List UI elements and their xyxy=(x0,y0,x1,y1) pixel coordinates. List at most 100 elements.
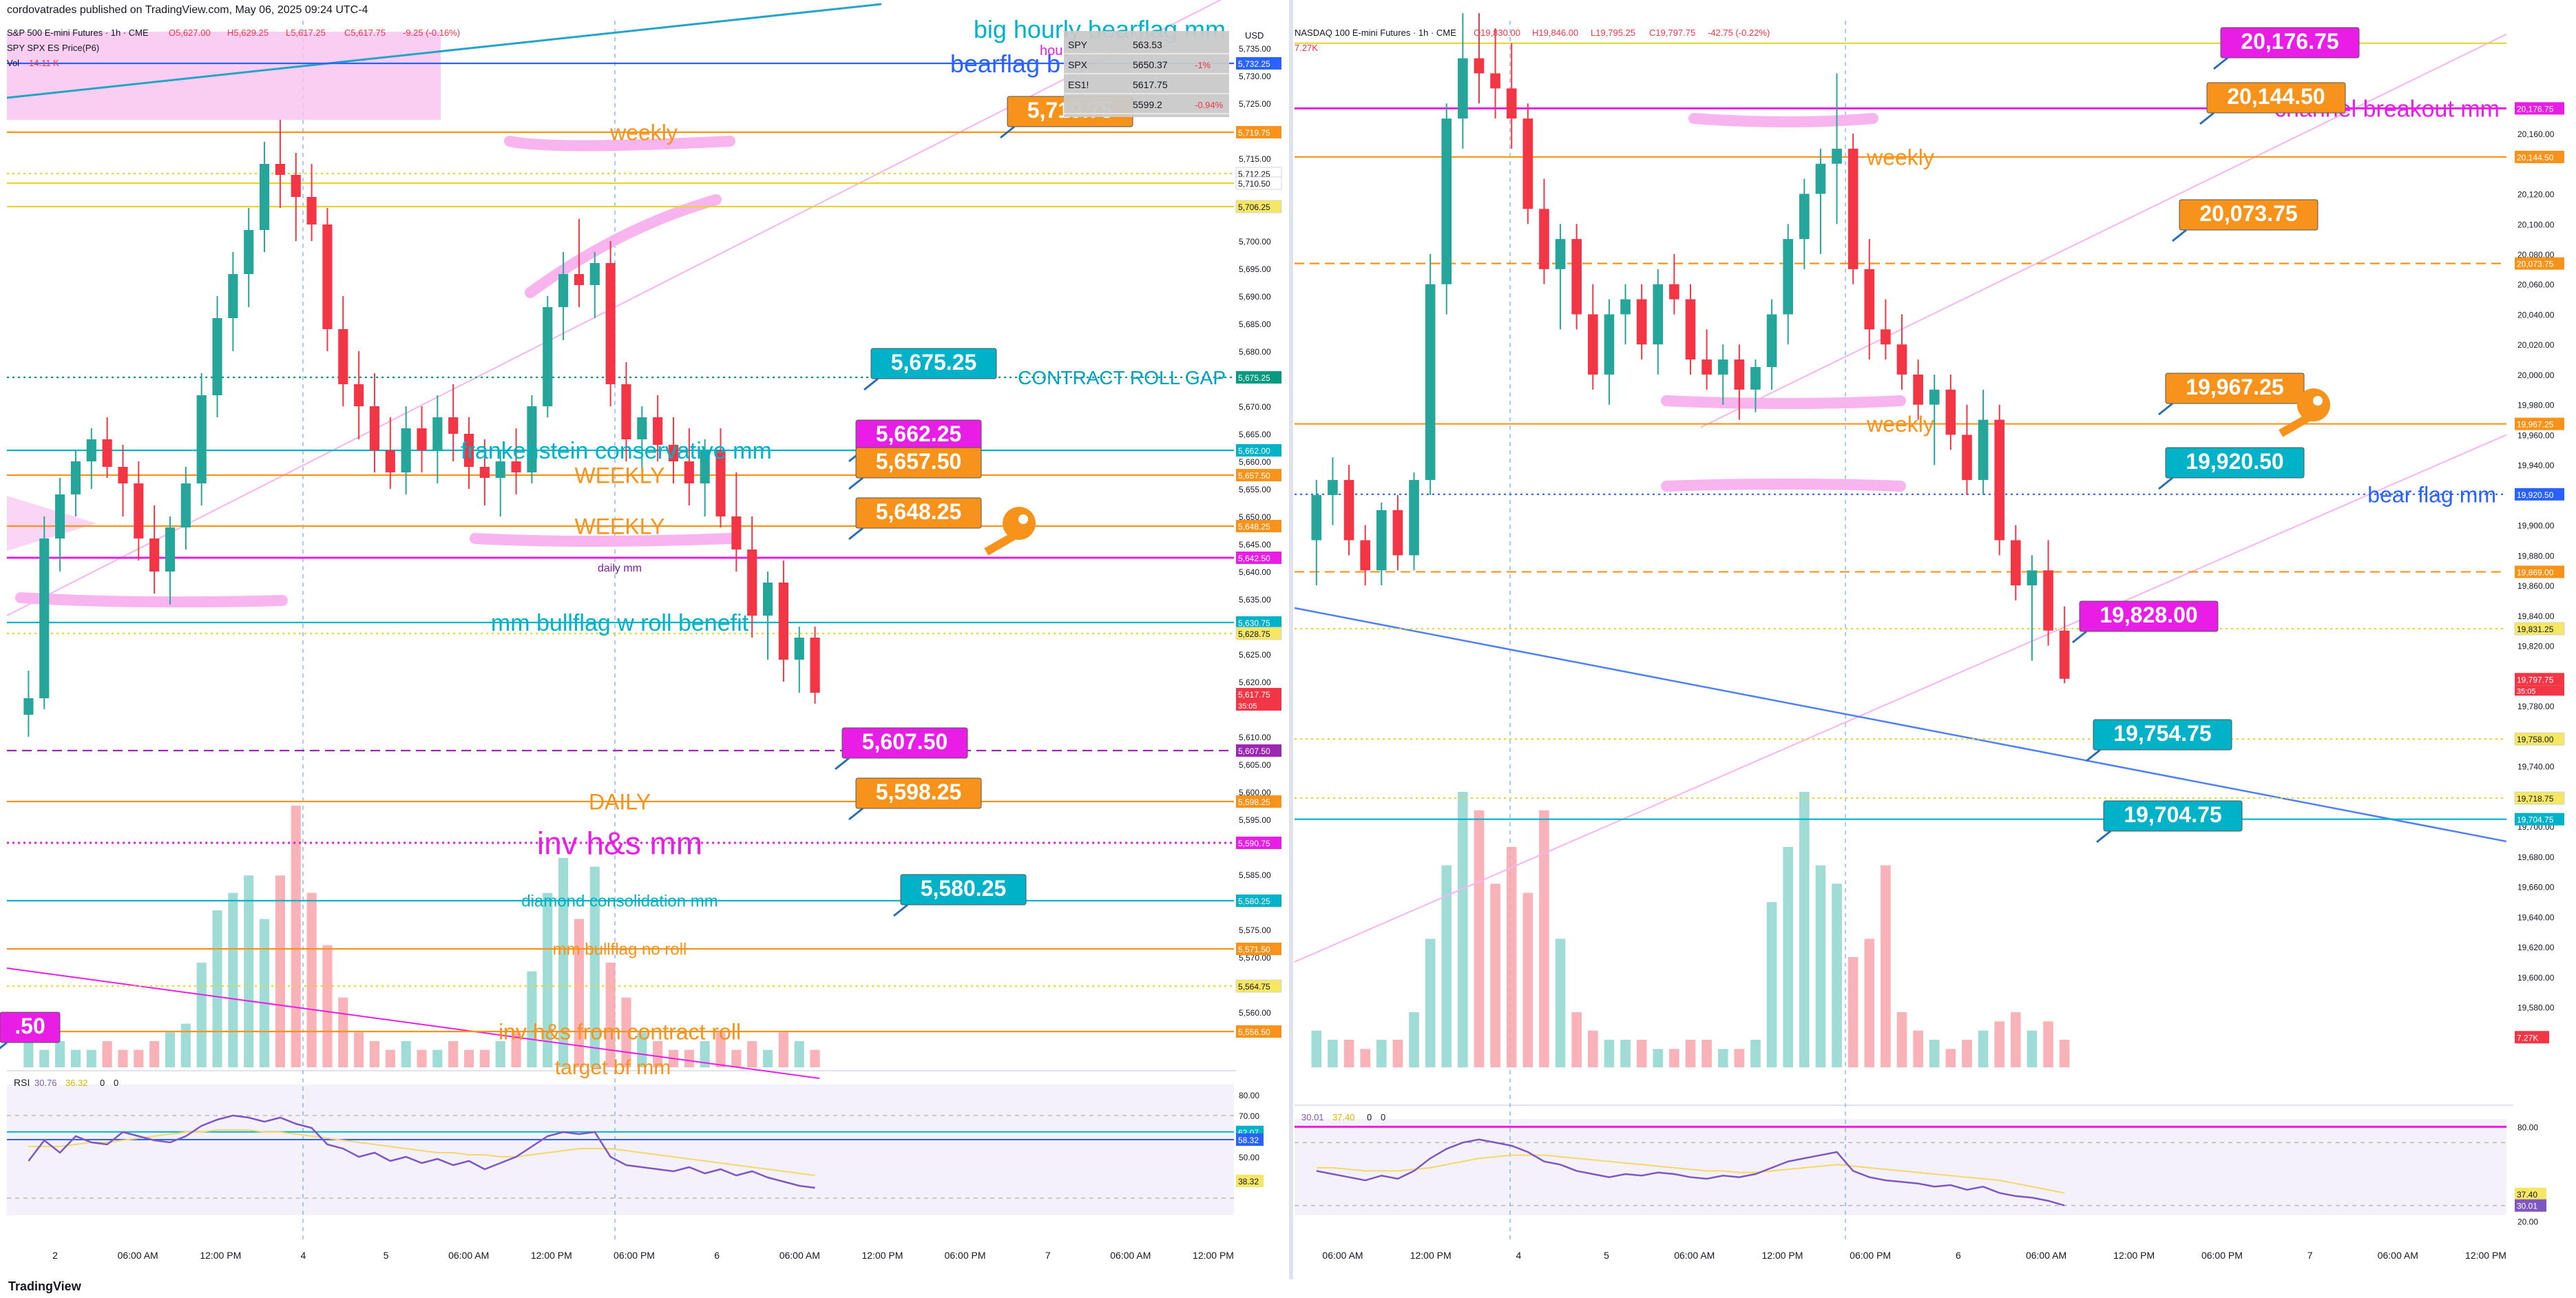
callout-pointer xyxy=(848,807,863,821)
candle-body xyxy=(2011,540,2021,586)
volume-bar xyxy=(1522,892,1533,1067)
price-tick: 19,960.00 xyxy=(2517,430,2555,440)
price-tick: 20,120.00 xyxy=(2517,190,2555,200)
price-tick: 20,160.00 xyxy=(2517,129,2555,139)
price-badge-label: 5,719.75 xyxy=(1238,128,1270,138)
price-tick: 5,700.00 xyxy=(1239,237,1271,247)
price-tick: 5,595.00 xyxy=(1239,815,1271,825)
volume-bar xyxy=(621,997,631,1067)
rsi-value: 30.01 xyxy=(1301,1112,1324,1122)
volume-bar xyxy=(731,1049,742,1067)
candle-body xyxy=(1929,389,1940,405)
price-tick: 5,560.00 xyxy=(1239,1008,1271,1018)
price-badge-label: 20,176.75 xyxy=(2517,104,2554,114)
volume-bar xyxy=(417,1049,427,1067)
volume-bar xyxy=(1409,1012,1419,1067)
price-tick: 19,980.00 xyxy=(2517,401,2555,410)
volume-bar xyxy=(134,1049,144,1067)
price-badge-label: 5,607.50 xyxy=(1238,746,1270,756)
candle-body xyxy=(86,439,96,461)
price-badge xyxy=(2515,813,2564,826)
time-label: 06:00 AM xyxy=(1322,1250,1363,1261)
price-badge xyxy=(1236,444,1281,457)
candle-body xyxy=(700,450,710,483)
highlight-stroke xyxy=(1688,113,1878,127)
candle-body xyxy=(1994,419,2005,541)
price-badge-label: 5,571.50 xyxy=(1238,945,1270,954)
time-label: 6 xyxy=(714,1250,720,1261)
volume-bar xyxy=(1929,1040,1940,1067)
volume-bar xyxy=(306,892,317,1067)
candle-body xyxy=(810,638,820,693)
price-badge-label: 5,630.75 xyxy=(1238,618,1270,628)
level-label: WEEKLY xyxy=(575,463,665,488)
candle-body xyxy=(55,494,65,538)
price-badge-label: 5,580.25 xyxy=(1238,897,1270,906)
time-label: 12:00 PM xyxy=(861,1250,903,1261)
volume-bar xyxy=(1962,1040,1972,1067)
price-callout: .50 xyxy=(0,1012,61,1049)
volume-bar xyxy=(1815,865,1826,1067)
highlight-stroke xyxy=(470,533,735,547)
callout-box xyxy=(855,447,982,479)
candle-body xyxy=(558,274,569,307)
candle-body xyxy=(1783,239,1794,315)
volume-bar xyxy=(1425,939,1436,1067)
time-label: 12:00 PM xyxy=(1410,1250,1452,1261)
candle-body xyxy=(1506,88,1517,119)
volume-bar xyxy=(86,1049,96,1067)
trendline xyxy=(6,967,820,1079)
level-label: mm bullflag no roll xyxy=(553,941,687,959)
price-badge-label: 19,869.00 xyxy=(2517,567,2554,577)
rsi-tick: 20.00 xyxy=(2517,1217,2538,1227)
price-tick: 20,000.00 xyxy=(2517,370,2555,380)
candle-body xyxy=(369,406,380,450)
price-tick: 19,780.00 xyxy=(2517,702,2555,711)
candle-body xyxy=(1881,329,1891,345)
price-badge-label: 5,732.25 xyxy=(1238,59,1270,69)
legend-value: H19,846.00 xyxy=(1532,28,1578,38)
candle-body xyxy=(668,445,679,461)
legend-volume-value: 14.11 K xyxy=(29,58,59,68)
candle-body xyxy=(1409,480,1419,556)
candle-body xyxy=(1815,163,1826,194)
volume-bar xyxy=(1881,865,1891,1067)
candle-body xyxy=(1571,239,1582,315)
price-tick: 19,640.00 xyxy=(2517,912,2555,922)
volume-bar xyxy=(589,866,600,1067)
volume-bar xyxy=(1750,1040,1761,1067)
candle-body xyxy=(180,483,191,527)
price-badge xyxy=(2514,622,2565,636)
callout-label: .50 xyxy=(14,1014,45,1038)
volume-bar xyxy=(747,1041,757,1067)
legend-value: L19,795.25 xyxy=(1591,28,1635,38)
level-label: diamond consolidation mm xyxy=(521,892,718,911)
chart-divider[interactable] xyxy=(1289,0,1293,1279)
key-icon-shaft xyxy=(984,531,1018,556)
price-badge-label: 5,598.25 xyxy=(1238,797,1270,807)
callout-pointer xyxy=(2172,229,2187,242)
callout-label: 5,648.25 xyxy=(876,499,962,524)
price-badge xyxy=(1236,837,1281,849)
key-icon-hole xyxy=(2313,396,2323,406)
legend-value: H5,629.25 xyxy=(227,28,269,38)
callout-label: 5,580.25 xyxy=(921,876,1007,901)
volume-bar xyxy=(715,1032,726,1067)
price-badge xyxy=(1236,688,1281,700)
candle-body xyxy=(605,263,616,384)
key-icon xyxy=(2279,388,2330,437)
callout-label: 19,920.50 xyxy=(2186,449,2283,474)
price-tick: 5,735.00 xyxy=(1239,44,1271,54)
level-label: bear flag mm xyxy=(2367,482,2496,507)
candle-body xyxy=(1360,540,1370,571)
time-label: 06:00 AM xyxy=(1110,1250,1151,1261)
price-badge xyxy=(2515,565,2564,578)
price-badge-label: 19,967.25 xyxy=(2517,420,2554,430)
level-label: weekly xyxy=(1866,412,1934,437)
price-tick: 5,715.00 xyxy=(1239,154,1271,164)
time-label: 7 xyxy=(2307,1250,2313,1261)
volume-bar xyxy=(2043,1021,2053,1067)
candle-body xyxy=(1441,118,1452,284)
price-tick: 5,665.00 xyxy=(1239,430,1271,439)
